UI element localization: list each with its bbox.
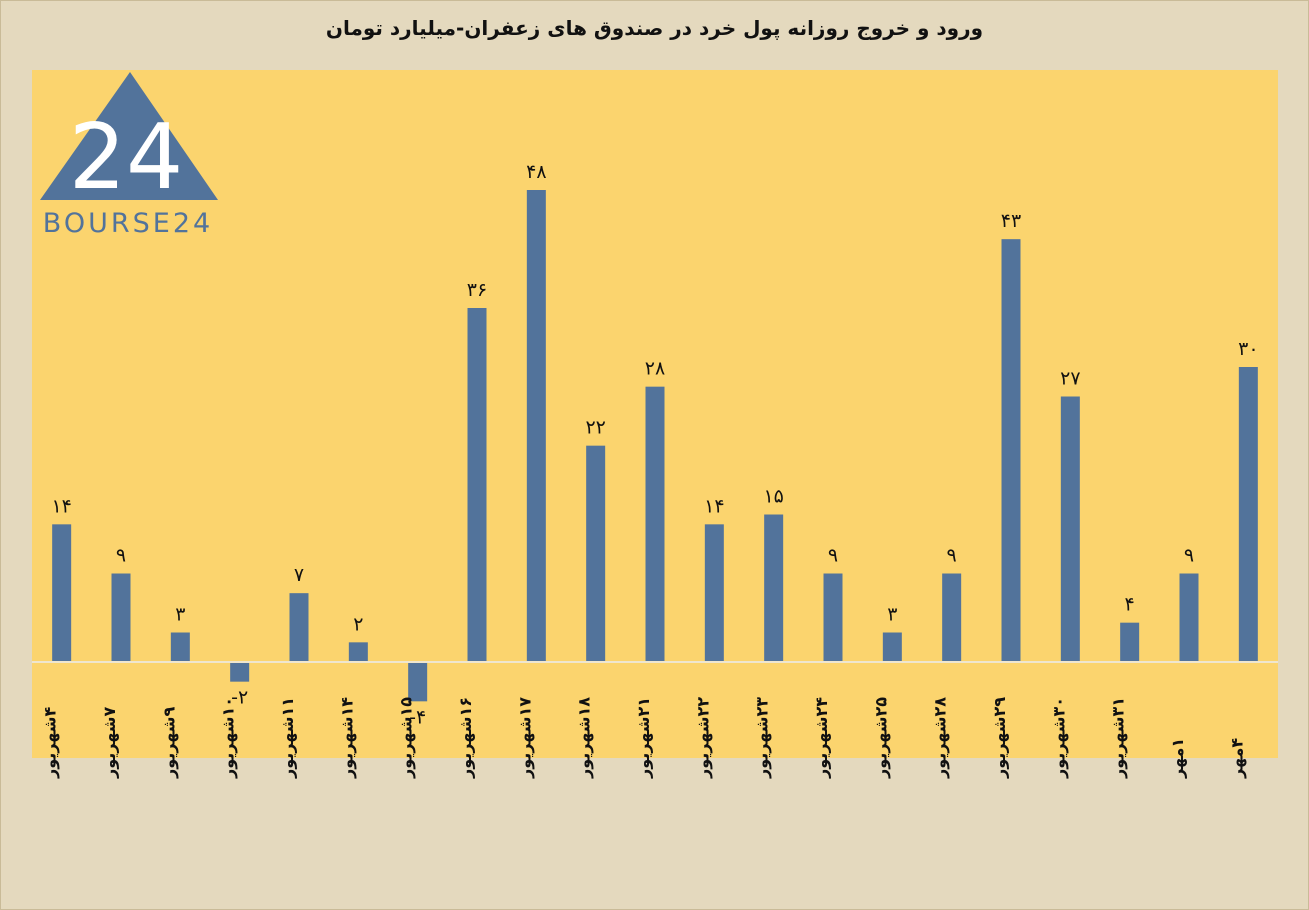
bar xyxy=(586,445,606,662)
bar xyxy=(882,632,902,662)
logo-triangle xyxy=(40,72,218,200)
data-label: ۲۸ xyxy=(645,358,665,380)
bar xyxy=(170,632,190,662)
bar xyxy=(1238,367,1258,662)
bar xyxy=(230,662,250,682)
data-label: -۲ xyxy=(231,687,248,709)
bar xyxy=(52,524,72,662)
data-label: ۲ xyxy=(353,613,363,635)
x-tick-label: ۴شهریور xyxy=(41,707,60,780)
x-tick-label: ۱۸شهریور xyxy=(575,697,594,779)
logo-wordmark: BOURSE24 xyxy=(43,208,213,239)
data-label: ۳ xyxy=(887,604,897,626)
data-label: ۴۳ xyxy=(1001,210,1021,232)
x-tick-label: ۴مهر xyxy=(1227,738,1246,779)
bar xyxy=(823,573,843,662)
x-tick-label: ۱۱شهریور xyxy=(278,697,297,779)
x-tick-label: ۲۴شهریور xyxy=(812,697,831,779)
bar xyxy=(289,593,309,662)
x-tick-label: ۷شهریور xyxy=(100,707,119,780)
bar xyxy=(467,308,487,662)
data-label: ۳ xyxy=(175,604,185,626)
data-label: ۲۷ xyxy=(1060,368,1080,390)
bar xyxy=(1179,573,1199,662)
data-label: ۹ xyxy=(947,545,957,567)
x-axis-tick-labels: ۴شهریور ۷شهریور ۹شهریور ۱۰شهریور ۱۱شهریور ۱۴ش… xyxy=(41,697,1247,779)
x-tick-label: ۹شهریور xyxy=(159,707,178,780)
x-tick-label: ۳۱شهریور xyxy=(1109,697,1128,779)
data-label: ۳۶ xyxy=(467,279,487,301)
data-label: ۱۵ xyxy=(763,486,783,508)
data-label: ۷ xyxy=(294,564,304,586)
bar xyxy=(526,190,546,662)
bar xyxy=(645,386,665,662)
data-labels: ۱۴ ۹ ۳ -۲ ۷ ۲ -۴ ۳۶ ۴۸ ۲۲ ۲۸ ۱۴ ۱۵ ۹ ۳ ۹ ۴۳ ۲۷ ۴ ۹ ۳۰ xyxy=(51,161,1258,728)
x-tick-label: ۲۱شهریور xyxy=(634,697,653,779)
bar xyxy=(1001,239,1021,662)
data-label: ۴ xyxy=(1125,594,1135,616)
bourse24-logo: 24 BOURSE24 xyxy=(40,72,218,239)
x-tick-label: ۱۶شهریور xyxy=(456,697,475,779)
bar xyxy=(111,573,131,662)
data-label: ۹ xyxy=(1184,545,1194,567)
data-label: ۱۴ xyxy=(51,495,71,517)
bars xyxy=(52,190,1258,702)
data-label: ۹ xyxy=(116,545,126,567)
bar xyxy=(1060,396,1080,662)
bar xyxy=(1120,622,1140,662)
x-tick-label: ۱مهر xyxy=(1168,738,1187,779)
x-tick-label: ۲۳شهریور xyxy=(753,697,772,779)
x-tick-label: ۱۴شهریور xyxy=(337,697,356,779)
x-tick-label: ۲۵شهریور xyxy=(871,697,890,779)
data-label: ۱۴ xyxy=(704,495,724,517)
bar xyxy=(348,642,368,662)
bar xyxy=(704,524,724,662)
x-tick-label: ۲۲شهریور xyxy=(693,697,712,779)
data-label: -۴ xyxy=(409,706,426,728)
x-tick-label: ۳۰شهریور xyxy=(1049,697,1068,779)
x-tick-label: ۲۸شهریور xyxy=(931,697,950,779)
chart-title: ورود و خروج روزانه پول خرد در صندوق های … xyxy=(325,16,984,40)
bar xyxy=(942,573,962,662)
x-tick-label: ۱۷شهریور xyxy=(515,697,534,779)
x-tick-label: ۱۰شهریور xyxy=(219,697,238,779)
data-label: ۳۰ xyxy=(1238,338,1258,360)
x-tick-label: ۲۹شهریور xyxy=(990,697,1009,779)
data-label: ۲۲ xyxy=(585,417,605,439)
logo-mark: 24 xyxy=(69,105,184,210)
bar xyxy=(408,662,428,702)
bar xyxy=(764,514,784,662)
data-label: ۴۸ xyxy=(526,161,546,183)
data-label: ۹ xyxy=(828,545,838,567)
x-tick-label: ۱۵شهریور xyxy=(397,697,416,779)
